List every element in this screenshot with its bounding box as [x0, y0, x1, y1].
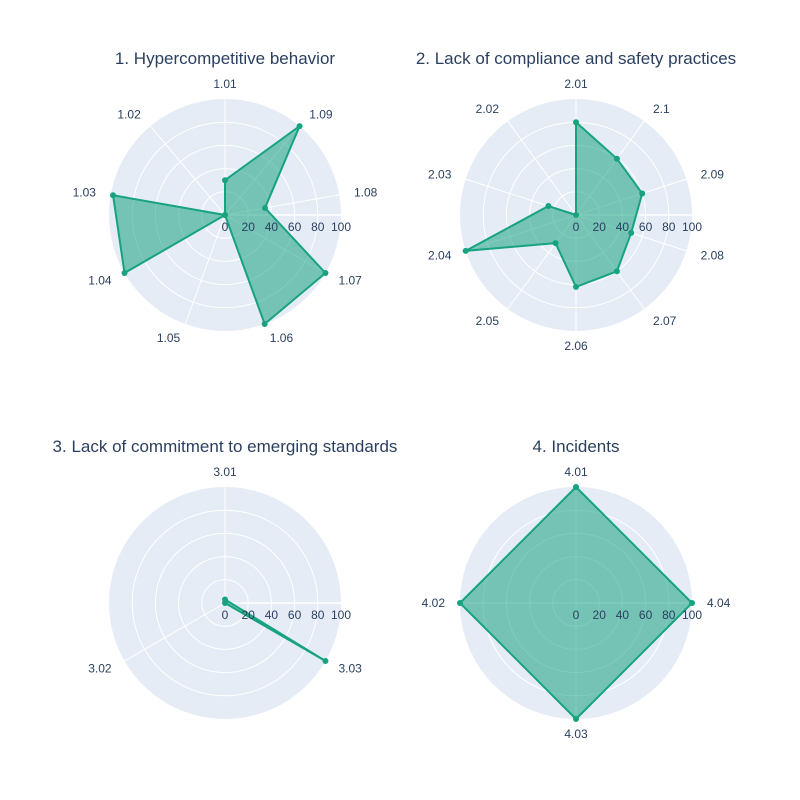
data-point-2.1 — [613, 155, 620, 162]
radial-tick-label: 60 — [639, 220, 653, 234]
data-point-2.03 — [545, 203, 552, 210]
data-point-4.02 — [457, 600, 463, 606]
radial-tick-label: 20 — [242, 608, 256, 622]
radial-tick-label: 20 — [242, 220, 256, 234]
category-label: 2.05 — [476, 314, 500, 328]
data-point-4.03 — [573, 716, 579, 722]
category-label: 2.07 — [653, 314, 677, 328]
radial-tick-label: 100 — [682, 220, 702, 234]
data-point-2.05 — [552, 240, 559, 247]
data-point-2.02 — [573, 212, 579, 218]
category-label: 2.03 — [428, 168, 452, 182]
data-point-1.03 — [110, 192, 117, 199]
category-label: 1.02 — [117, 108, 141, 122]
category-label: 2.1 — [653, 102, 670, 116]
radial-tick-label: 80 — [662, 608, 676, 622]
data-point-2.04 — [462, 247, 469, 254]
radial-tick-label: 100 — [331, 220, 351, 234]
data-point-4.04 — [689, 600, 695, 606]
subplot-title: 4. Incidents — [533, 437, 620, 456]
category-label: 4.03 — [564, 727, 588, 741]
category-label: 4.02 — [422, 596, 446, 610]
category-label: 3.02 — [88, 662, 112, 676]
series-area — [112, 125, 327, 325]
category-label: 1.06 — [270, 331, 294, 345]
angular-gridline — [124, 602, 226, 662]
data-point-2.09 — [639, 190, 646, 197]
category-label: 2.08 — [701, 248, 725, 262]
radial-tick-label: 40 — [616, 220, 630, 234]
angular-gridline — [507, 120, 577, 216]
radar-subplot-3: 3. Lack of commitment to emerging standa… — [53, 437, 398, 719]
radial-tick-label: 20 — [593, 220, 607, 234]
data-point-3.03 — [322, 658, 329, 664]
radar-subplot-1: 1. Hypercompetitive behavior 0 20 40 60 80 100… — [73, 49, 378, 345]
data-point-1.07 — [322, 270, 329, 276]
category-label: 1.01 — [213, 77, 237, 91]
radar-subplot-4: 4. Incidents 0 20 40 60 80 100 4.01 4.04 4.03 4.02 — [422, 437, 731, 741]
radial-tick-label: 0 — [573, 608, 580, 622]
radial-tick-label: 80 — [311, 220, 325, 234]
radial-tick-label: 0 — [222, 608, 229, 622]
data-point-1.06 — [261, 321, 268, 328]
category-label: 2.02 — [476, 102, 500, 116]
radial-tick-label: 20 — [593, 608, 607, 622]
category-label: 1.07 — [338, 274, 362, 288]
category-label: 2.04 — [428, 248, 452, 262]
data-point-3.02 — [222, 600, 228, 606]
radial-tick-label: 80 — [662, 220, 676, 234]
data-point-1.04 — [121, 270, 128, 276]
radial-tick-label: 100 — [331, 608, 351, 622]
angular-gridline — [184, 214, 226, 325]
category-label: 3.01 — [213, 465, 237, 479]
category-label: 2.09 — [701, 168, 725, 182]
data-point-2.07 — [613, 268, 620, 275]
radial-tick-label: 40 — [265, 220, 279, 234]
category-label: 4.01 — [564, 465, 588, 479]
subplot-title: 3. Lack of commitment to emerging standa… — [53, 437, 398, 456]
radial-tick-label: 80 — [311, 608, 325, 622]
radial-tick-label: 40 — [616, 608, 630, 622]
category-label: 1.08 — [354, 185, 378, 199]
radar-subplot-2: 2. Lack of compliance and safety practic… — [416, 49, 736, 353]
category-label: 3.03 — [338, 662, 362, 676]
radial-tick-label: 0 — [573, 220, 580, 234]
data-point-2.06 — [573, 283, 579, 290]
subplot-title: 2. Lack of compliance and safety practic… — [416, 49, 736, 68]
angular-gridline — [150, 125, 226, 216]
data-point-2.01 — [573, 119, 579, 126]
data-point-4.01 — [573, 484, 579, 490]
radial-tick-label: 100 — [682, 608, 702, 622]
data-point-2.08 — [628, 229, 635, 236]
radial-tick-label: 0 — [222, 220, 229, 234]
data-point-1.01 — [222, 177, 228, 184]
subplot-title: 1. Hypercompetitive behavior — [115, 49, 336, 68]
data-point-1.08 — [261, 204, 268, 211]
category-label: 1.04 — [88, 274, 112, 288]
data-point-1.09 — [296, 123, 303, 130]
category-label: 2.01 — [564, 77, 588, 91]
radial-tick-label: 60 — [288, 608, 302, 622]
radial-tick-label: 60 — [639, 608, 653, 622]
category-label: 1.05 — [157, 331, 181, 345]
category-label: 1.03 — [73, 185, 97, 199]
category-label: 2.06 — [564, 339, 588, 353]
radial-tick-label: 60 — [288, 220, 302, 234]
data-point-1.02 — [222, 212, 228, 218]
radial-tick-label: 40 — [265, 608, 279, 622]
category-label: 1.09 — [309, 108, 333, 122]
category-label: 4.04 — [707, 596, 731, 610]
